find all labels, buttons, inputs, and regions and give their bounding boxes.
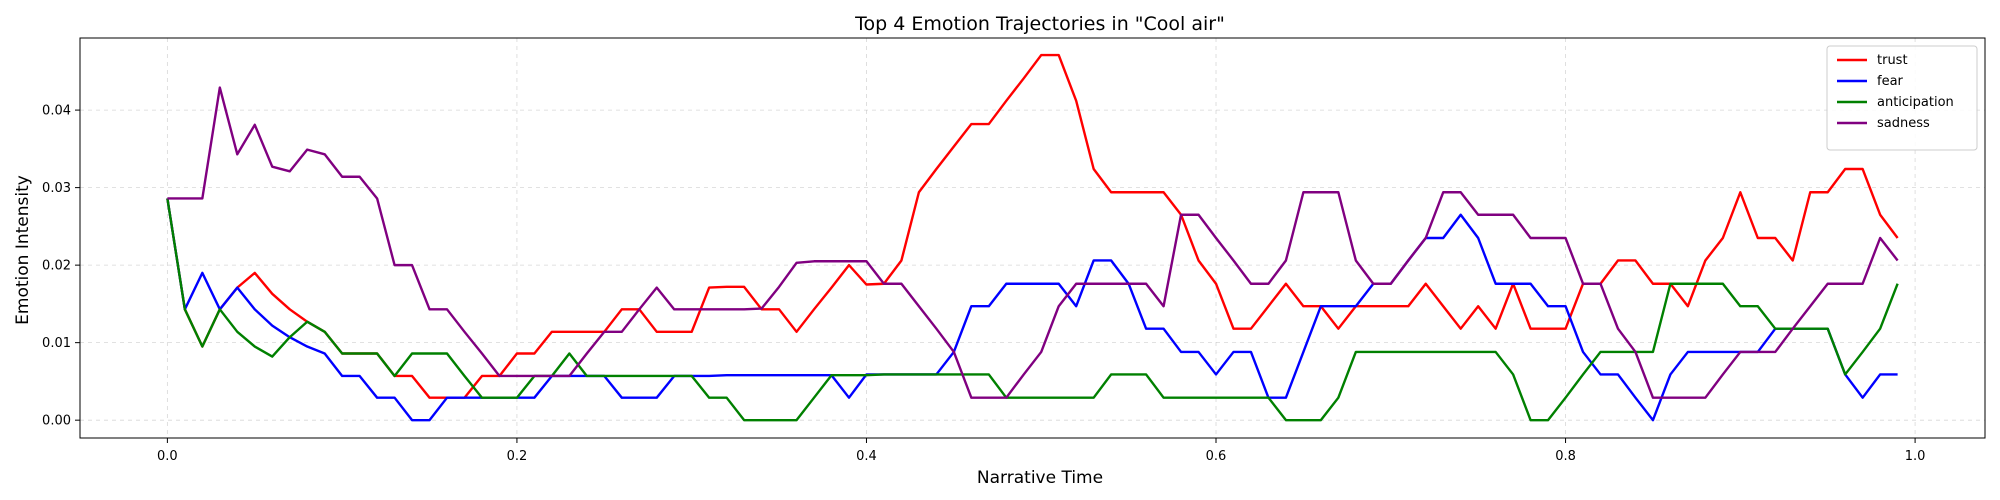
legend-label-trust: trust bbox=[1877, 53, 1908, 68]
series-lines bbox=[166, 53, 1899, 422]
x-tick-label: 0.8 bbox=[1555, 449, 1576, 464]
chart-title: Top 4 Emotion Trajectories in "Cool air" bbox=[854, 13, 1225, 35]
x-tick-label: 0.6 bbox=[1206, 449, 1227, 464]
x-axis-ticks: 0.0 0.2 0.4 0.6 0.8 1.0 bbox=[157, 438, 1925, 464]
plot-area bbox=[79, 37, 1986, 439]
series-line-fear bbox=[166, 198, 1898, 422]
legend-label-anticipation: anticipation bbox=[1877, 95, 1954, 110]
y-tick-label: 0.02 bbox=[42, 259, 71, 274]
y-tick-label: 0.01 bbox=[42, 336, 71, 351]
x-tick-label: 0.2 bbox=[507, 449, 528, 464]
x-axis-label: Narrative Time bbox=[977, 468, 1103, 488]
y-tick-label: 0.03 bbox=[42, 181, 71, 196]
series-line-sadness bbox=[167, 86, 1899, 399]
y-tick-label: 0.00 bbox=[42, 414, 71, 429]
x-tick-label: 0.4 bbox=[856, 449, 877, 464]
legend-label-fear: fear bbox=[1877, 74, 1904, 89]
legend-label-sadness: sadness bbox=[1877, 116, 1930, 131]
y-axis-ticks: 0.00 0.01 0.02 0.03 0.04 bbox=[42, 104, 80, 429]
y-axis-label: Emotion Intensity bbox=[13, 175, 33, 325]
series-line-trust bbox=[166, 53, 1899, 399]
legend: trust fear anticipation sadness bbox=[1826, 45, 1978, 151]
gridlines bbox=[80, 38, 1985, 438]
x-tick-label: 0.0 bbox=[157, 449, 178, 464]
x-tick-label: 1.0 bbox=[1905, 449, 1926, 464]
y-tick-label: 0.04 bbox=[42, 104, 71, 119]
series-line-anticipation bbox=[166, 198, 1899, 422]
